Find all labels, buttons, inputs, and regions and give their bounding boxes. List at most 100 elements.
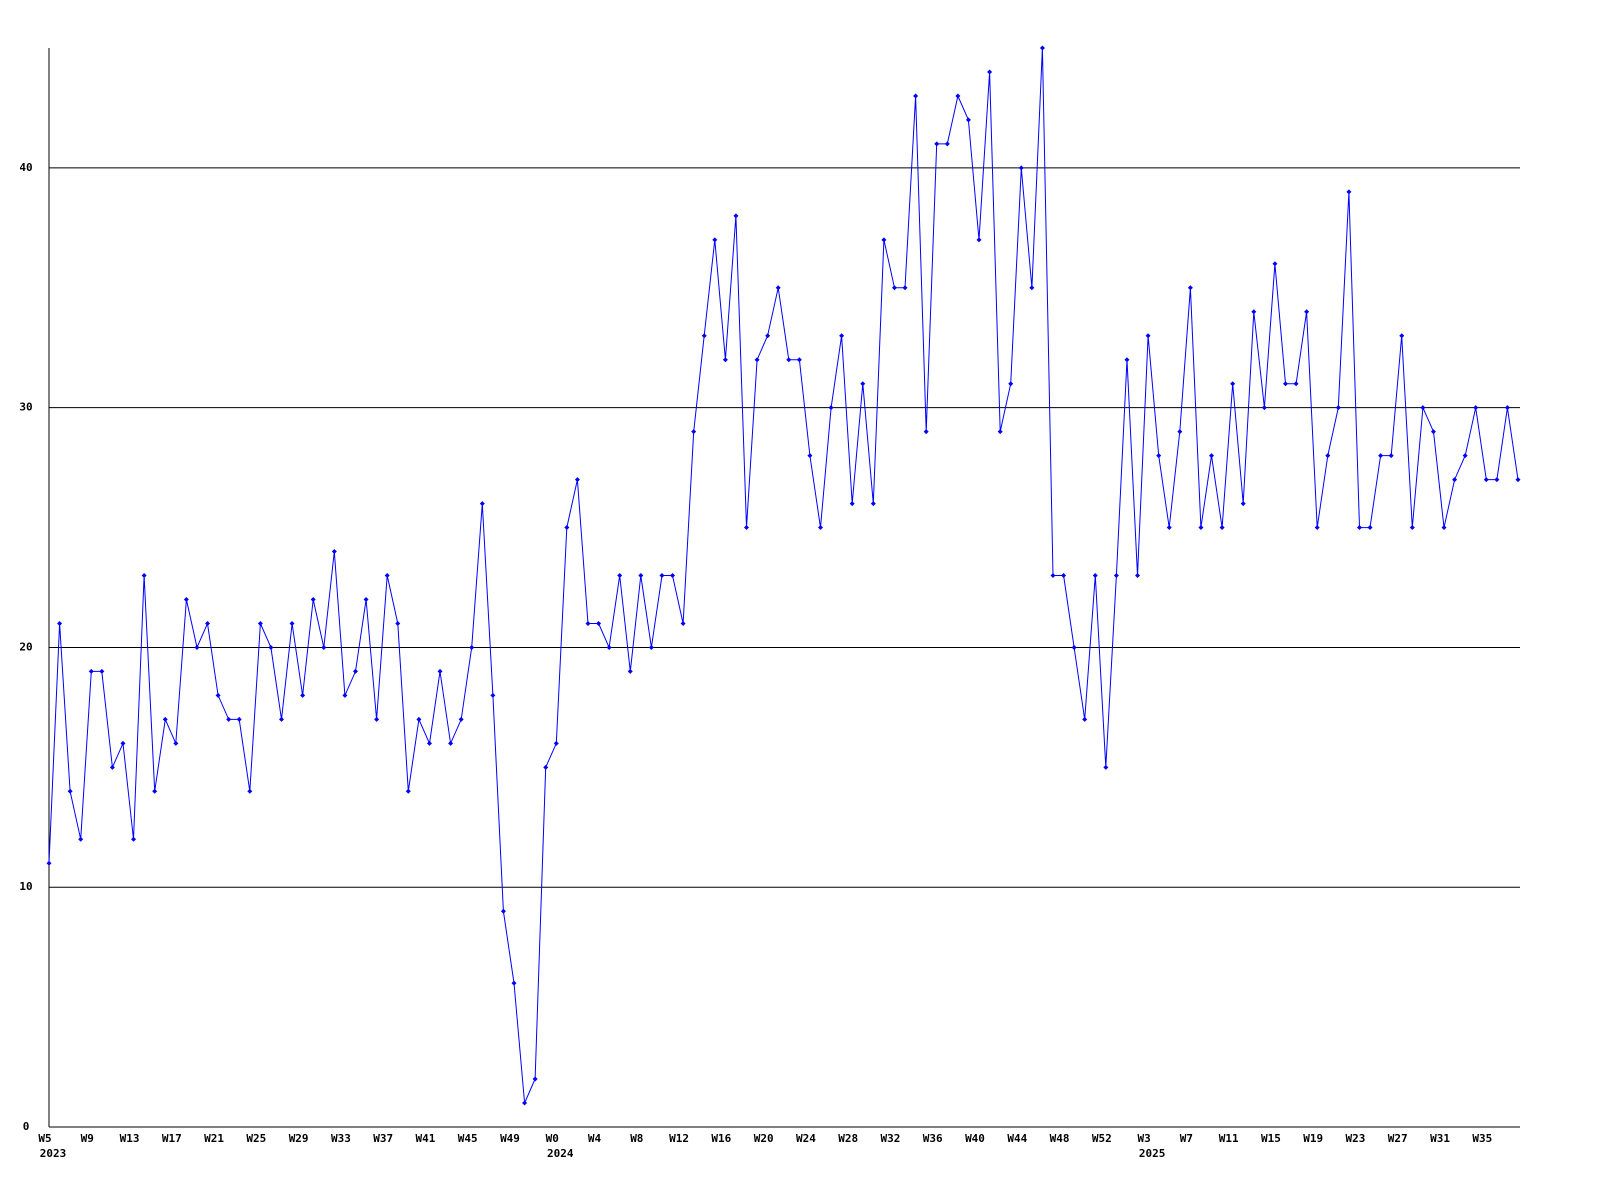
data-point — [1293, 381, 1299, 387]
data-point — [585, 620, 591, 626]
data-point — [331, 549, 337, 555]
data-point — [363, 596, 369, 602]
data-point — [1325, 453, 1331, 459]
data-point — [1388, 453, 1394, 459]
data-point — [913, 93, 919, 99]
data-point — [469, 644, 475, 650]
data-point — [342, 692, 348, 698]
x-tick-label: W23 — [1346, 1132, 1366, 1145]
data-point — [1399, 333, 1405, 339]
data-point — [99, 668, 105, 674]
data-line — [48, 47, 1519, 1104]
data-point — [1430, 429, 1436, 435]
data-point — [236, 716, 242, 722]
data-point — [648, 644, 654, 650]
data-point — [1198, 525, 1204, 531]
x-tick-label: W4 — [588, 1132, 602, 1145]
data-point — [638, 573, 644, 579]
data-point — [1504, 405, 1510, 411]
x-tick-label: W15 — [1261, 1132, 1281, 1145]
data-point — [1061, 573, 1067, 579]
data-point — [479, 501, 485, 507]
data-point — [205, 620, 211, 626]
data-point — [670, 573, 676, 579]
x-tick-label: W31 — [1430, 1132, 1450, 1145]
data-point — [289, 620, 295, 626]
data-point — [1356, 525, 1362, 531]
data-point — [1050, 573, 1056, 579]
x-year-label: 2023 — [40, 1147, 67, 1160]
x-tick-label: W32 — [881, 1132, 901, 1145]
data-point — [1304, 309, 1310, 315]
y-tick-label: 30 — [19, 401, 32, 414]
x-tick-label: W49 — [500, 1132, 520, 1145]
x-year-label: 2025 — [1139, 1147, 1166, 1160]
data-point — [1209, 453, 1215, 459]
data-point — [955, 93, 961, 99]
y-tick-label: 0 — [23, 1120, 30, 1133]
data-point — [257, 620, 263, 626]
data-point — [46, 860, 52, 866]
data-point — [1335, 405, 1341, 411]
data-point — [1177, 429, 1183, 435]
x-tick-label: W12 — [669, 1132, 689, 1145]
x-tick-label: W37 — [373, 1132, 393, 1145]
x-tick-label: W7 — [1180, 1132, 1193, 1145]
x-tick-label: W11 — [1219, 1132, 1239, 1145]
data-point — [500, 908, 506, 914]
data-point — [765, 333, 771, 339]
data-point — [120, 740, 126, 746]
data-point — [627, 668, 633, 674]
data-point — [1240, 501, 1246, 507]
x-tick-label: W8 — [630, 1132, 643, 1145]
data-point — [680, 620, 686, 626]
data-point — [1103, 764, 1109, 770]
data-point — [321, 644, 327, 650]
data-point — [1346, 189, 1352, 195]
data-point — [532, 1076, 538, 1082]
data-point — [722, 357, 728, 363]
data-point — [1282, 381, 1288, 387]
x-tick-label: W33 — [331, 1132, 351, 1145]
data-point — [1039, 45, 1045, 51]
data-point — [1071, 644, 1077, 650]
data-point — [458, 716, 464, 722]
data-point — [247, 788, 253, 794]
data-point — [1452, 477, 1458, 483]
data-point — [934, 141, 940, 147]
x-tick-label: W29 — [289, 1132, 309, 1145]
data-point — [1494, 477, 1500, 483]
data-point — [1082, 716, 1088, 722]
data-point — [1113, 573, 1119, 579]
data-point — [1462, 453, 1468, 459]
x-tick-label: W27 — [1388, 1132, 1408, 1145]
x-tick-label: W19 — [1303, 1132, 1323, 1145]
data-point — [564, 525, 570, 531]
data-point — [659, 573, 665, 579]
data-point — [395, 620, 401, 626]
data-point — [490, 692, 496, 698]
data-point — [828, 405, 834, 411]
x-tick-label: W9 — [81, 1132, 94, 1145]
data-point — [923, 429, 929, 435]
data-point — [786, 357, 792, 363]
data-point — [310, 596, 316, 602]
y-tick-label: 40 — [19, 161, 32, 174]
data-point — [384, 573, 390, 579]
data-point — [109, 764, 115, 770]
data-point — [754, 357, 760, 363]
data-point — [987, 69, 993, 75]
x-tick-label: W21 — [204, 1132, 224, 1145]
x-tick-label: W3 — [1137, 1132, 1150, 1145]
data-point — [183, 596, 189, 602]
data-point — [1314, 525, 1320, 531]
data-point — [1135, 573, 1141, 579]
data-point — [215, 692, 221, 698]
data-point — [891, 285, 897, 291]
data-point — [1124, 357, 1130, 363]
x-tick-label: W40 — [965, 1132, 985, 1145]
x-tick-label: W44 — [1007, 1132, 1027, 1145]
data-point — [1483, 477, 1489, 483]
data-point — [902, 285, 908, 291]
x-tick-label: W41 — [416, 1132, 436, 1145]
